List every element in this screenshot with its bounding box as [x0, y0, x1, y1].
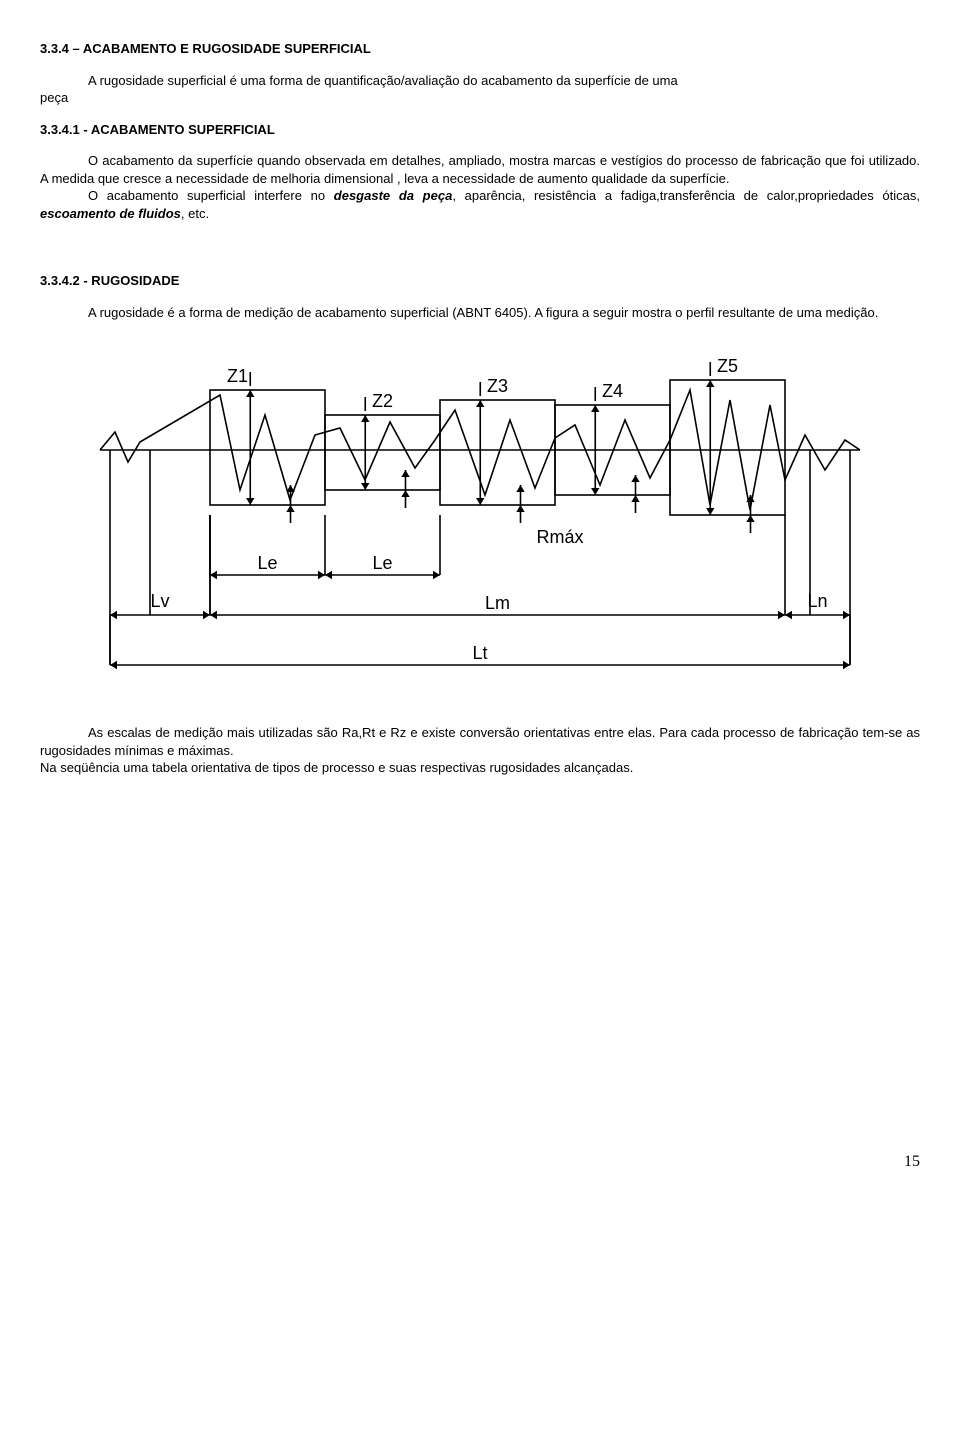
text: , etc. [181, 206, 209, 221]
heading-3341: 3.3.4.1 - ACABAMENTO SUPERFICIAL [40, 121, 920, 139]
paragraph: As escalas de medição mais utilizadas sã… [40, 724, 920, 759]
svg-text:Z2: Z2 [372, 391, 393, 411]
svg-text:Z3: Z3 [487, 376, 508, 396]
paragraph: O acabamento superficial interfere no de… [40, 187, 920, 222]
svg-text:Lm: Lm [485, 593, 510, 613]
text: peça [40, 90, 68, 105]
page-number: 15 [40, 1151, 920, 1173]
heading-3342: 3.3.4.2 - RUGOSIDADE [40, 272, 920, 290]
text: O acabamento superficial interfere no [88, 188, 334, 203]
text: Na seqüência uma tabela orientativa de t… [40, 760, 633, 775]
svg-text:Z1: Z1 [227, 366, 248, 386]
svg-text:Lt: Lt [472, 643, 487, 663]
text: As escalas de medição mais utilizadas sã… [40, 725, 920, 758]
text-emph: escoamento de fluidos [40, 206, 181, 221]
paragraph: Na seqüência uma tabela orientativa de t… [40, 759, 920, 777]
svg-text:Lv: Lv [150, 591, 169, 611]
paragraph: A rugosidade superficial é uma forma de … [40, 72, 920, 90]
text: O acabamento da superfície quando observ… [40, 153, 920, 186]
text: , aparência, resistência a fadiga,transf… [452, 188, 920, 203]
text: A rugosidade é a forma de medição de aca… [88, 305, 878, 320]
paragraph: A rugosidade é a forma de medição de aca… [40, 304, 920, 322]
text: A rugosidade superficial é uma forma de … [88, 73, 678, 88]
svg-text:Le: Le [257, 553, 277, 573]
svg-text:Le: Le [372, 553, 392, 573]
heading-334: 3.3.4 – ACABAMENTO E RUGOSIDADE SUPERFIC… [40, 40, 920, 58]
roughness-figure: Z1Z2Z3Z4Z5RmáxLeLeLvLmLnLt [40, 345, 920, 700]
paragraph: O acabamento da superfície quando observ… [40, 152, 920, 187]
paragraph: peça [40, 89, 920, 107]
text-emph: desgaste da peça [334, 188, 453, 203]
svg-text:Z4: Z4 [602, 381, 623, 401]
svg-text:Rmáx: Rmáx [536, 527, 583, 547]
svg-text:Z5: Z5 [717, 356, 738, 376]
